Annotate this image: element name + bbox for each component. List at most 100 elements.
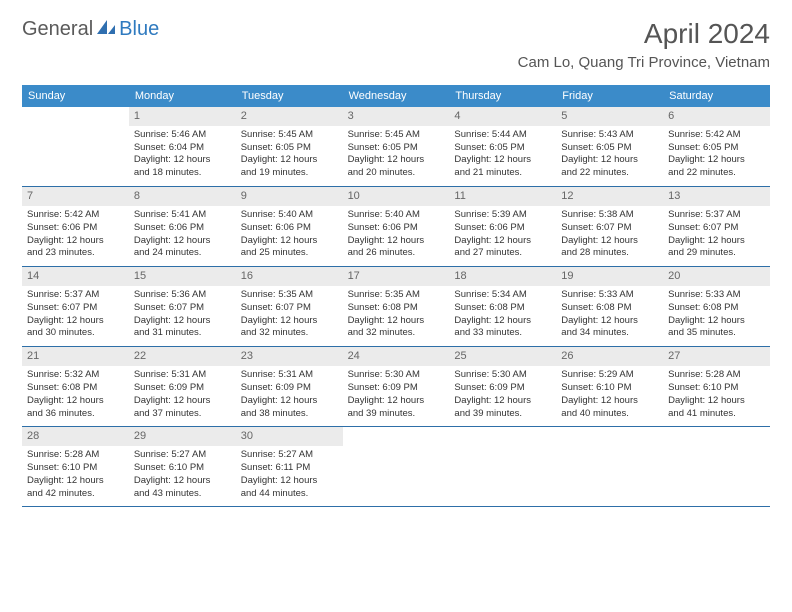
day-number: 1 (129, 107, 236, 126)
day-number: 16 (236, 267, 343, 286)
sunset-text: Sunset: 6:07 PM (27, 302, 124, 315)
daylight-line1: Daylight: 12 hours (668, 315, 765, 328)
day-cell: 19Sunrise: 5:33 AMSunset: 6:08 PMDayligh… (556, 267, 663, 346)
day-cell: 23Sunrise: 5:31 AMSunset: 6:09 PMDayligh… (236, 347, 343, 426)
daylight-line2: and 21 minutes. (454, 167, 551, 180)
sunrise-text: Sunrise: 5:43 AM (561, 129, 658, 142)
day-cell: 28Sunrise: 5:28 AMSunset: 6:10 PMDayligh… (22, 427, 129, 506)
day-number: 29 (129, 427, 236, 446)
day-of-week-header: Sunday Monday Tuesday Wednesday Thursday… (22, 85, 770, 107)
day-number: 11 (449, 187, 556, 206)
logo-sail-icon (95, 18, 117, 41)
sunrise-text: Sunrise: 5:31 AM (241, 369, 338, 382)
sunrise-text: Sunrise: 5:39 AM (454, 209, 551, 222)
daylight-line2: and 18 minutes. (134, 167, 231, 180)
day-number: 27 (663, 347, 770, 366)
day-number: 3 (343, 107, 450, 126)
day-cell: 30Sunrise: 5:27 AMSunset: 6:11 PMDayligh… (236, 427, 343, 506)
daylight-line1: Daylight: 12 hours (134, 475, 231, 488)
daylight-line1: Daylight: 12 hours (27, 235, 124, 248)
sunrise-text: Sunrise: 5:36 AM (134, 289, 231, 302)
sunset-text: Sunset: 6:06 PM (241, 222, 338, 235)
day-cell: 14Sunrise: 5:37 AMSunset: 6:07 PMDayligh… (22, 267, 129, 346)
sunset-text: Sunset: 6:10 PM (561, 382, 658, 395)
day-cell: 25Sunrise: 5:30 AMSunset: 6:09 PMDayligh… (449, 347, 556, 426)
daylight-line2: and 32 minutes. (241, 327, 338, 340)
dow-monday: Monday (129, 85, 236, 107)
sunrise-text: Sunrise: 5:34 AM (454, 289, 551, 302)
day-number: 30 (236, 427, 343, 446)
sunrise-text: Sunrise: 5:29 AM (561, 369, 658, 382)
week-row: 14Sunrise: 5:37 AMSunset: 6:07 PMDayligh… (22, 267, 770, 347)
day-cell (663, 427, 770, 506)
logo-text-blue: Blue (119, 18, 159, 41)
daylight-line1: Daylight: 12 hours (454, 154, 551, 167)
sunset-text: Sunset: 6:05 PM (668, 142, 765, 155)
daylight-line2: and 37 minutes. (134, 408, 231, 421)
dow-sunday: Sunday (22, 85, 129, 107)
sunrise-text: Sunrise: 5:30 AM (454, 369, 551, 382)
sunset-text: Sunset: 6:07 PM (561, 222, 658, 235)
sunrise-text: Sunrise: 5:30 AM (348, 369, 445, 382)
day-cell: 15Sunrise: 5:36 AMSunset: 6:07 PMDayligh… (129, 267, 236, 346)
daylight-line2: and 34 minutes. (561, 327, 658, 340)
daylight-line1: Daylight: 12 hours (348, 315, 445, 328)
sunset-text: Sunset: 6:07 PM (668, 222, 765, 235)
day-number: 19 (556, 267, 663, 286)
daylight-line2: and 43 minutes. (134, 488, 231, 501)
day-number: 4 (449, 107, 556, 126)
day-number: 7 (22, 187, 129, 206)
sunrise-text: Sunrise: 5:42 AM (668, 129, 765, 142)
daylight-line2: and 36 minutes. (27, 408, 124, 421)
sunset-text: Sunset: 6:10 PM (668, 382, 765, 395)
daylight-line2: and 39 minutes. (454, 408, 551, 421)
day-cell: 10Sunrise: 5:40 AMSunset: 6:06 PMDayligh… (343, 187, 450, 266)
daylight-line1: Daylight: 12 hours (561, 315, 658, 328)
daylight-line2: and 29 minutes. (668, 247, 765, 260)
sunset-text: Sunset: 6:08 PM (348, 302, 445, 315)
sunrise-text: Sunrise: 5:35 AM (348, 289, 445, 302)
sunset-text: Sunset: 6:04 PM (134, 142, 231, 155)
daylight-line1: Daylight: 12 hours (668, 395, 765, 408)
sunrise-text: Sunrise: 5:41 AM (134, 209, 231, 222)
daylight-line1: Daylight: 12 hours (454, 235, 551, 248)
day-cell: 6Sunrise: 5:42 AMSunset: 6:05 PMDaylight… (663, 107, 770, 186)
sunset-text: Sunset: 6:08 PM (27, 382, 124, 395)
daylight-line1: Daylight: 12 hours (27, 475, 124, 488)
daylight-line1: Daylight: 12 hours (561, 154, 658, 167)
sunset-text: Sunset: 6:09 PM (348, 382, 445, 395)
sunrise-text: Sunrise: 5:33 AM (561, 289, 658, 302)
sunset-text: Sunset: 6:05 PM (241, 142, 338, 155)
daylight-line1: Daylight: 12 hours (241, 395, 338, 408)
sunset-text: Sunset: 6:09 PM (241, 382, 338, 395)
daylight-line2: and 22 minutes. (561, 167, 658, 180)
day-cell: 20Sunrise: 5:33 AMSunset: 6:08 PMDayligh… (663, 267, 770, 346)
daylight-line1: Daylight: 12 hours (454, 315, 551, 328)
logo-text-general: General (22, 18, 93, 41)
day-cell: 7Sunrise: 5:42 AMSunset: 6:06 PMDaylight… (22, 187, 129, 266)
logo: General Blue (22, 18, 159, 41)
sunset-text: Sunset: 6:08 PM (454, 302, 551, 315)
daylight-line1: Daylight: 12 hours (668, 235, 765, 248)
sunrise-text: Sunrise: 5:45 AM (241, 129, 338, 142)
week-row: 28Sunrise: 5:28 AMSunset: 6:10 PMDayligh… (22, 427, 770, 507)
daylight-line2: and 26 minutes. (348, 247, 445, 260)
daylight-line2: and 28 minutes. (561, 247, 658, 260)
location-text: Cam Lo, Quang Tri Province, Vietnam (518, 54, 770, 71)
day-number: 28 (22, 427, 129, 446)
daylight-line1: Daylight: 12 hours (134, 315, 231, 328)
week-row: 21Sunrise: 5:32 AMSunset: 6:08 PMDayligh… (22, 347, 770, 427)
dow-friday: Friday (556, 85, 663, 107)
daylight-line2: and 31 minutes. (134, 327, 231, 340)
day-cell: 21Sunrise: 5:32 AMSunset: 6:08 PMDayligh… (22, 347, 129, 426)
daylight-line2: and 42 minutes. (27, 488, 124, 501)
day-cell: 29Sunrise: 5:27 AMSunset: 6:10 PMDayligh… (129, 427, 236, 506)
sunrise-text: Sunrise: 5:31 AM (134, 369, 231, 382)
sunset-text: Sunset: 6:05 PM (561, 142, 658, 155)
sunset-text: Sunset: 6:10 PM (27, 462, 124, 475)
sunrise-text: Sunrise: 5:40 AM (348, 209, 445, 222)
daylight-line2: and 27 minutes. (454, 247, 551, 260)
daylight-line2: and 41 minutes. (668, 408, 765, 421)
daylight-line2: and 38 minutes. (241, 408, 338, 421)
daylight-line2: and 39 minutes. (348, 408, 445, 421)
